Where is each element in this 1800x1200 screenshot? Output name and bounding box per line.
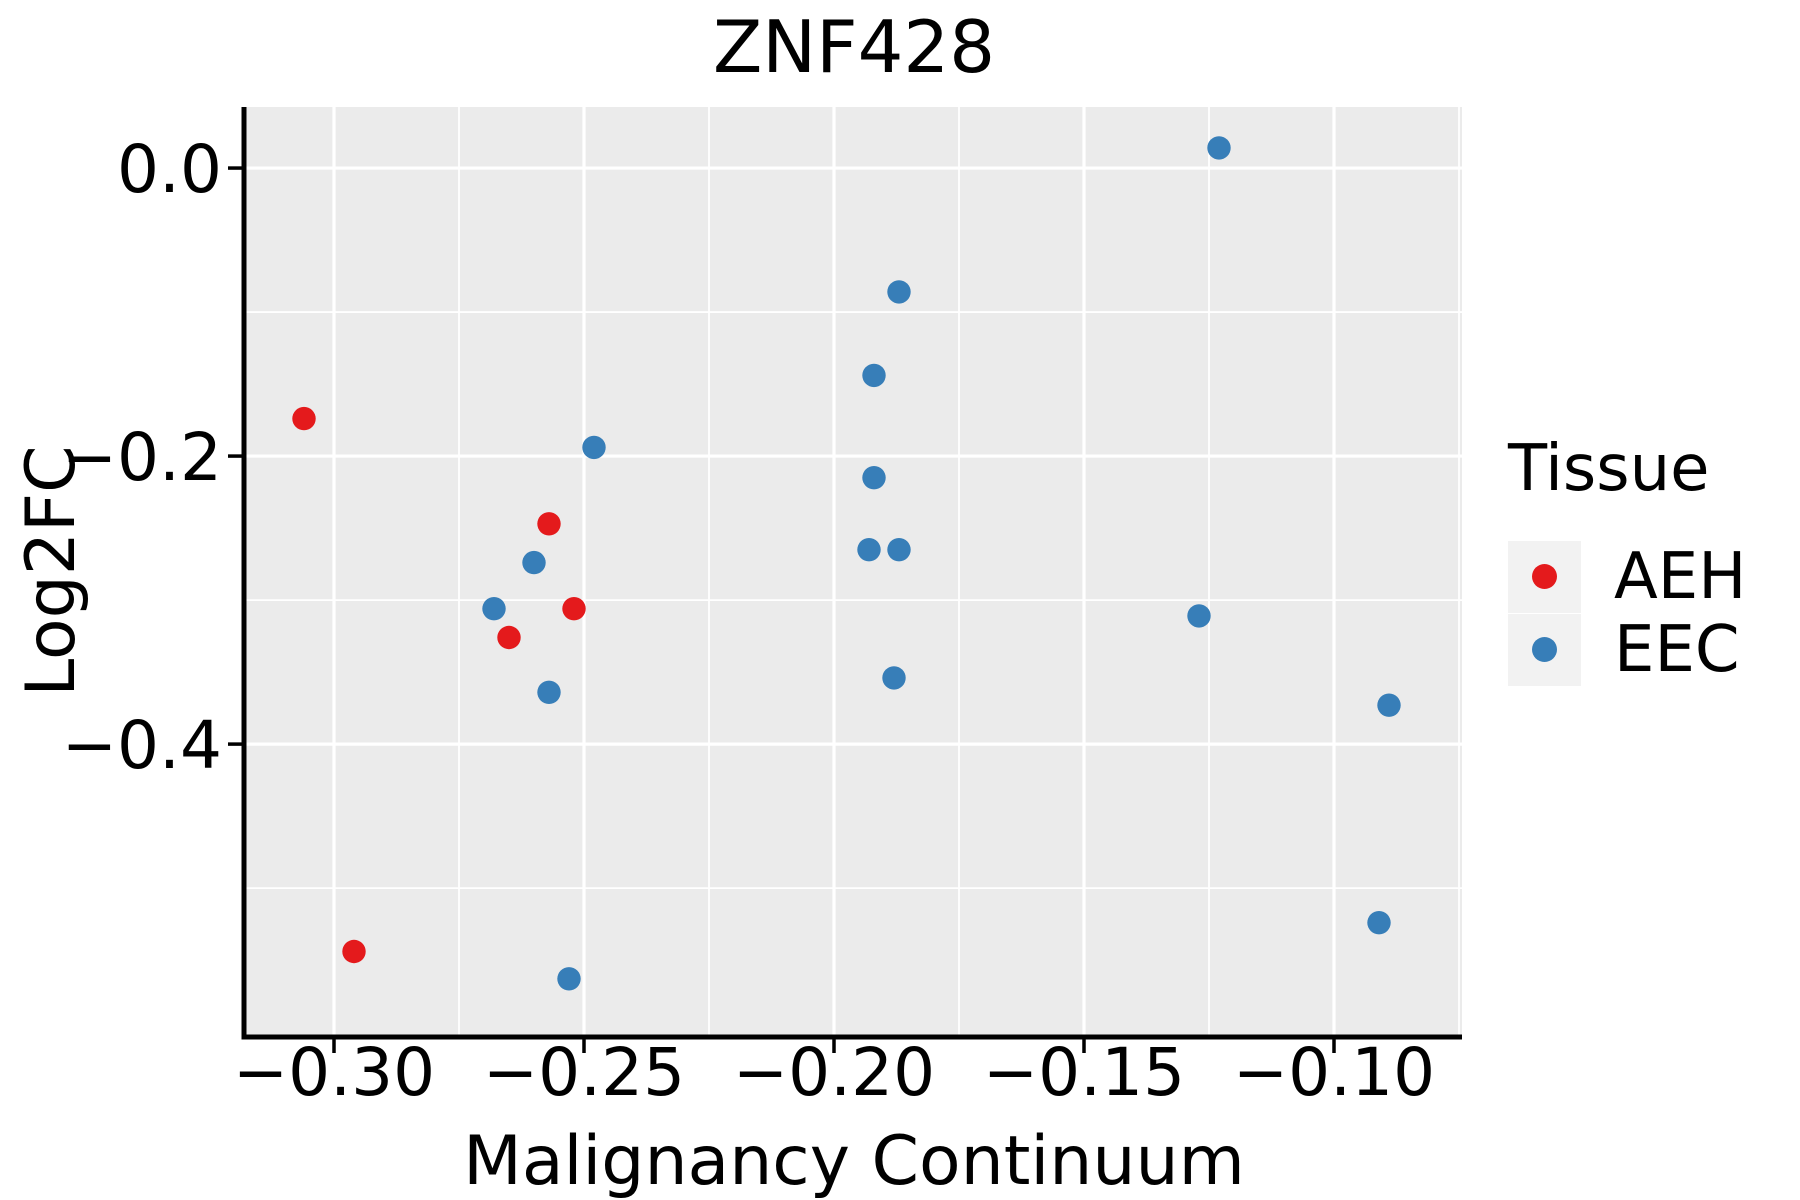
x-tick-label: −0.10 (1233, 1034, 1435, 1111)
x-tick-label: −0.25 (483, 1034, 685, 1111)
legend-item-aeh: AEH (1508, 540, 1746, 613)
data-point-eec (1207, 136, 1231, 160)
y-tick-label: −0.2 (62, 419, 222, 496)
legend-label-aeh: AEH (1614, 539, 1747, 614)
data-point-aeh (342, 939, 366, 964)
y-axis-label: Log2FC (12, 445, 91, 697)
x-axis-label: Malignancy Continuum (463, 1122, 1245, 1200)
legend-item-eec: EEC (1508, 613, 1746, 686)
legend-key-box (1508, 540, 1581, 613)
aeh-point-icon (1532, 564, 1557, 589)
data-point-eec (857, 538, 881, 562)
data-point-eec (582, 435, 606, 460)
data-point-eec (862, 466, 886, 490)
data-point-eec (1187, 604, 1211, 628)
data-point-aeh (562, 597, 586, 621)
x-tick-label: −0.30 (233, 1034, 435, 1111)
y-tick-label: −0.4 (62, 707, 222, 784)
data-point-aeh (537, 512, 561, 536)
data-point-eec (887, 280, 911, 304)
legend-key-box (1508, 613, 1581, 686)
data-point-eec (557, 967, 581, 991)
data-point-eec (522, 550, 546, 575)
data-point-eec (862, 363, 886, 388)
data-point-eec (887, 538, 911, 562)
data-point-eec (1377, 693, 1401, 717)
data-point-eec (482, 597, 506, 621)
data-point-eec (882, 666, 906, 690)
eec-point-icon (1532, 637, 1557, 662)
y-tick-label: 0.0 (117, 131, 222, 208)
legend-title: Tissue (1508, 432, 1710, 506)
legend: Tissue AEH EEC (1508, 437, 1746, 686)
x-tick-label: −0.20 (733, 1034, 935, 1111)
data-point-eec (1367, 911, 1391, 935)
chart-title: ZNF428 (712, 5, 996, 89)
plot-panel (246, 107, 1462, 1035)
x-tick-label: −0.15 (983, 1034, 1185, 1111)
legend-label-eec: EEC (1614, 612, 1740, 687)
data-point-eec (537, 680, 561, 704)
data-point-aeh (497, 625, 521, 650)
data-point-aeh (292, 406, 316, 431)
